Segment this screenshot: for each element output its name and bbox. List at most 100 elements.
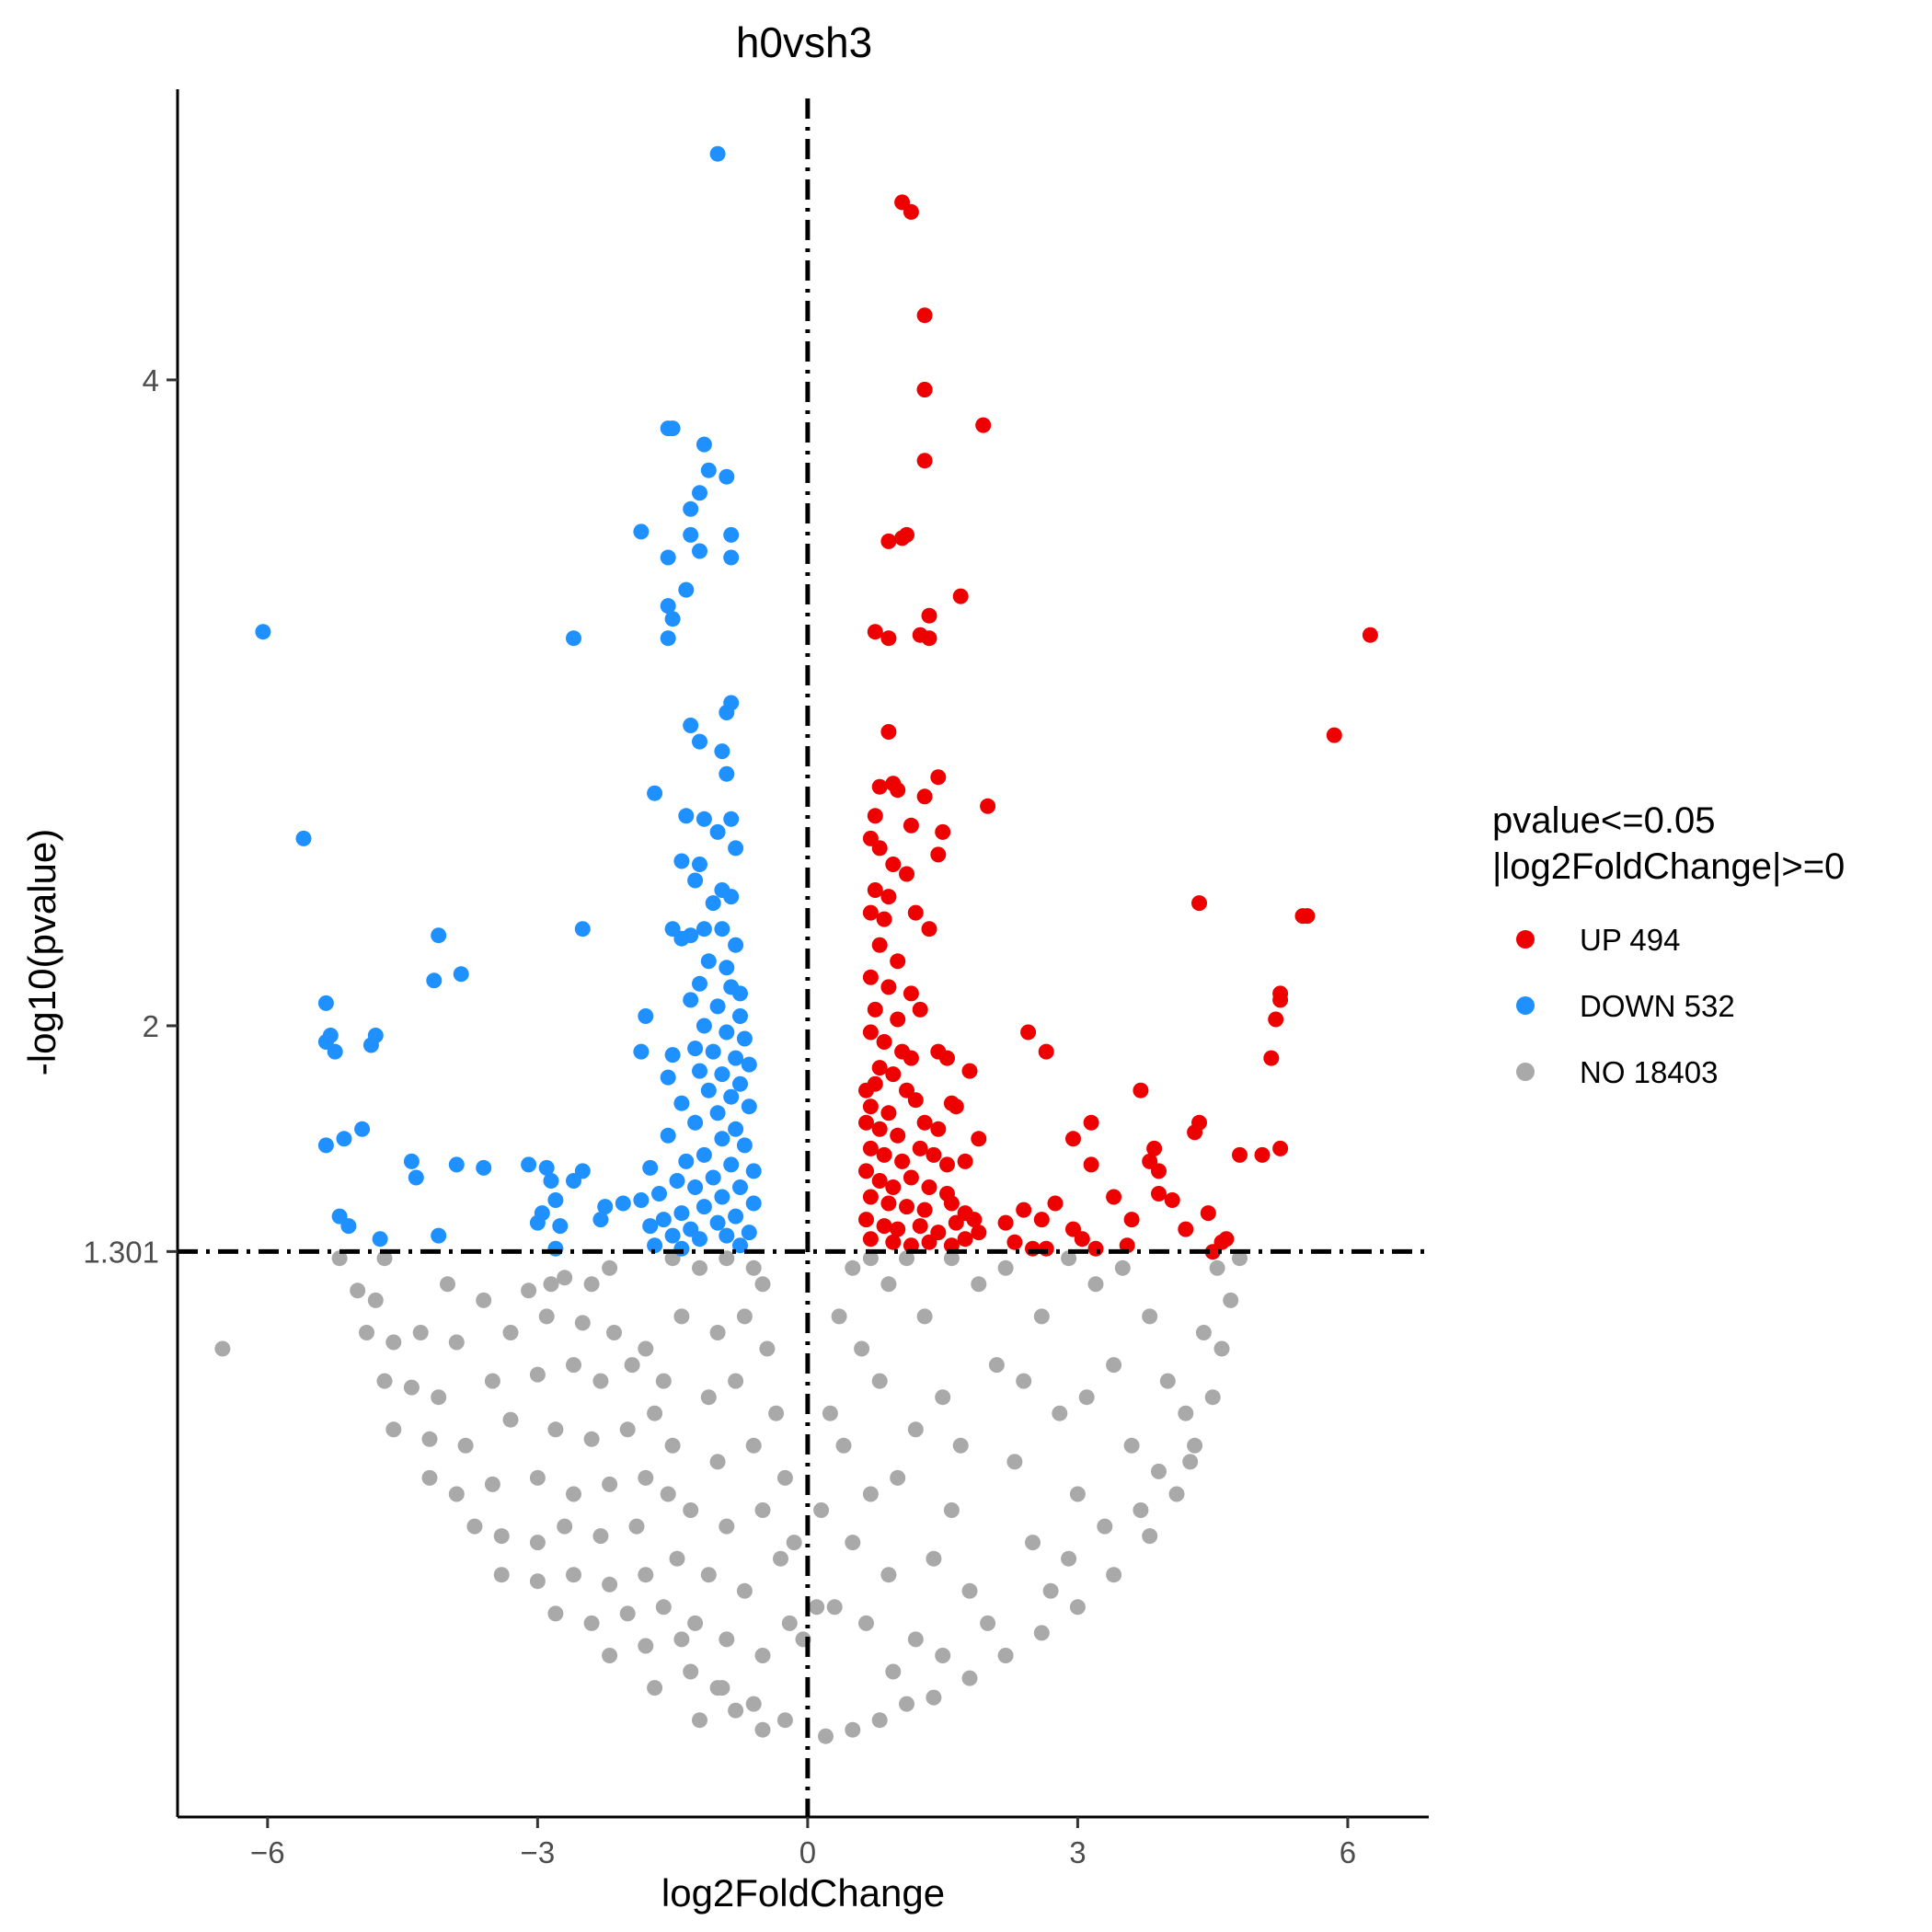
data-point [1069,1599,1086,1616]
data-point [728,1050,744,1066]
data-point [980,1615,996,1631]
data-point [1106,1189,1122,1205]
data-point [1178,1221,1194,1237]
data-point [745,1696,762,1712]
data-point [705,895,721,912]
chart-title: h0vsh3 [736,18,872,66]
data-point [871,937,888,953]
data-point [255,624,271,640]
data-point [1006,1454,1023,1470]
data-point [547,1192,564,1208]
data-point [647,1680,663,1696]
data-point [592,1528,609,1545]
data-point [362,1037,379,1053]
data-point [705,1169,721,1186]
data-point [899,1199,914,1215]
data-point [745,1437,762,1454]
data-point [916,453,933,469]
data-point [592,1212,609,1228]
data-point [831,1308,847,1325]
data-point [723,1156,740,1173]
data-point [854,1340,870,1357]
data-point [714,921,730,937]
data-point [678,581,695,598]
data-point [696,811,712,827]
data-point [660,598,676,615]
data-point [867,1075,883,1092]
data-point [935,1389,951,1406]
data-point [633,1192,650,1208]
data-point [683,992,699,1008]
data-point [336,1131,352,1147]
data-point [340,1218,357,1235]
data-point [719,765,735,782]
data-point [781,1615,798,1631]
data-point [700,1082,717,1098]
data-point [1151,1463,1167,1479]
data-point [367,1292,384,1308]
data-point [723,526,740,543]
y-tick-label: 4 [143,363,159,397]
data-point [871,1373,888,1389]
data-point [529,1366,546,1383]
data-point [728,937,744,953]
data-point [719,1024,735,1041]
data-point [862,1098,879,1115]
data-point [862,1024,879,1041]
data-point [669,1550,685,1567]
data-point [935,1648,951,1663]
data-point [431,1389,447,1406]
data-point [331,1250,348,1267]
data-point [880,1567,897,1583]
data-point [1123,1437,1140,1454]
data-point [907,1631,924,1648]
data-point [1025,1535,1041,1551]
data-point [876,1034,892,1050]
data-point [1151,1186,1167,1202]
data-point [642,1159,659,1176]
data-point [1047,1195,1064,1212]
data-point [655,1373,672,1389]
data-point [899,1696,914,1712]
data-point [673,1308,690,1325]
legend-title-line-2: |log2FoldChange|>=0 [1492,846,1845,887]
data-point [930,1121,947,1137]
data-point [1209,1259,1225,1276]
data-point [719,960,735,976]
data-point [952,588,969,604]
data-point [1114,1259,1131,1276]
data-point [723,811,740,827]
data-point [660,1486,676,1502]
data-point [885,1066,902,1083]
data-point [871,778,888,795]
data-point [493,1567,510,1583]
data-point [557,1270,573,1286]
data-point [484,1373,500,1389]
data-point [647,785,663,801]
data-point [862,969,879,985]
data-point [431,927,447,944]
data-point [696,1146,712,1163]
data-point [826,1599,843,1616]
x-axis-title: log2FoldChange [661,1871,945,1915]
data-point [696,1199,712,1215]
data-point [714,1189,730,1205]
data-point [776,1469,793,1486]
data-point [971,1276,987,1293]
data-point [719,1631,735,1648]
data-point [916,382,933,397]
data-point [1223,1292,1239,1308]
data-point [890,1221,906,1237]
data-point [476,1292,492,1308]
data-point [997,1648,1014,1663]
data-point [880,889,897,905]
data-point [529,1469,546,1486]
data-point [687,872,704,889]
data-point [714,1131,730,1147]
data-point [1362,627,1378,643]
data-point [660,630,676,647]
data-point [935,823,951,840]
data-point [862,1231,879,1248]
data-point [602,1476,618,1492]
data-point [1272,992,1289,1008]
